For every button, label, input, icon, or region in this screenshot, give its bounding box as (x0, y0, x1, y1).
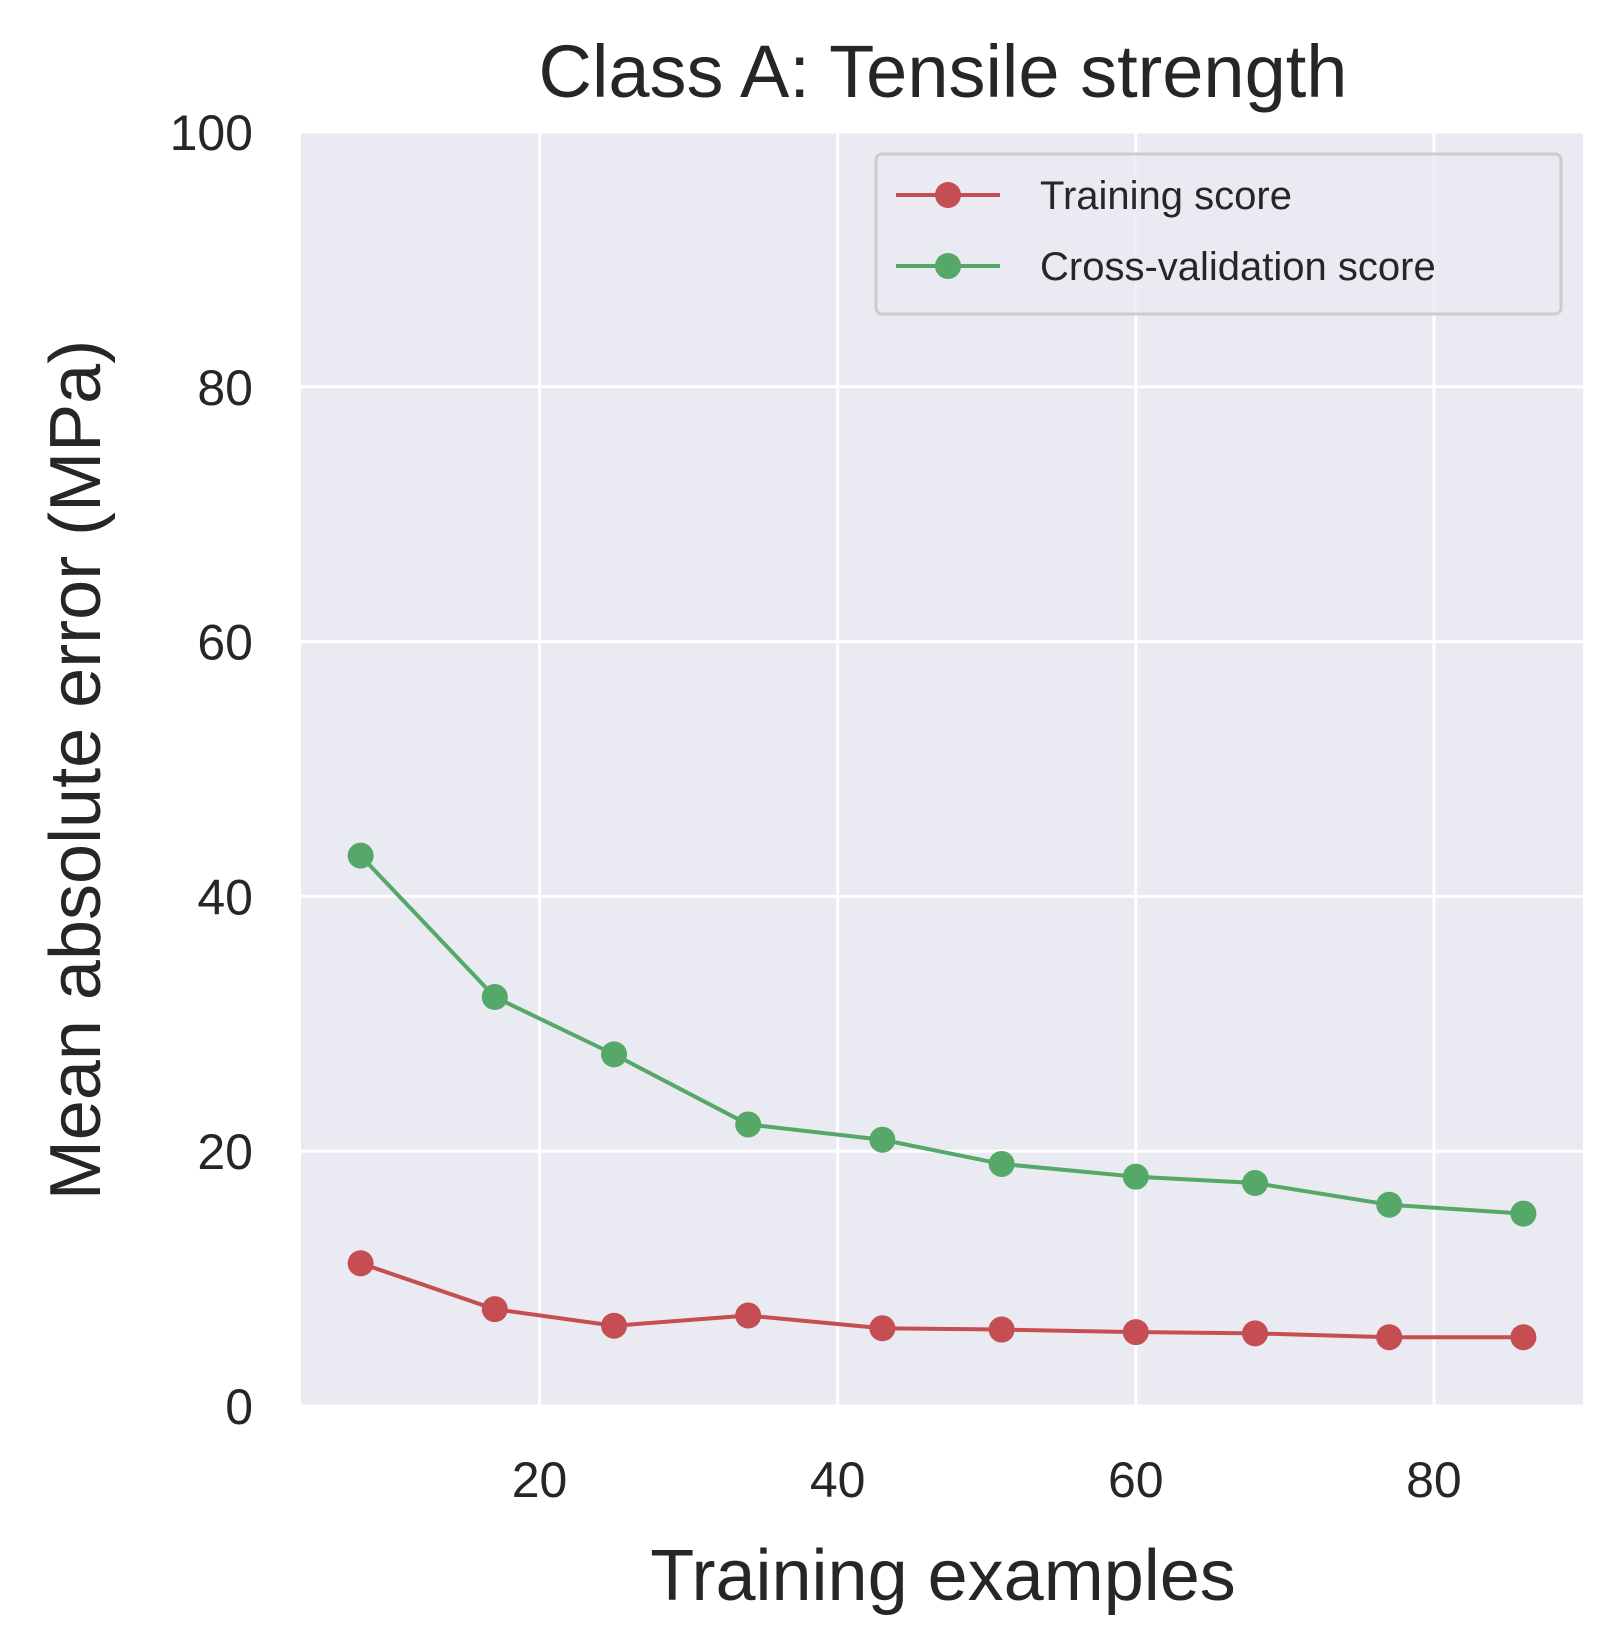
legend-box (874, 152, 1563, 316)
x-tick-labels: 20 40 60 80 (512, 1452, 1462, 1508)
y-tick-labels: 0 20 40 60 80 100 (170, 105, 253, 1435)
x-axis-title: Training examples (650, 1536, 1236, 1616)
y-tick-label: 80 (197, 360, 253, 416)
legend-entry-cross-validation: Cross-validation score (896, 245, 1436, 289)
data-point-cross-validation-score (869, 1126, 896, 1153)
series-line-training-score (359, 1261, 1524, 1340)
data-point-cross-validation-score (481, 984, 508, 1011)
legend-marker-training (935, 182, 961, 208)
legend-label-training: Training score (1040, 174, 1292, 218)
data-point-training-score (869, 1315, 896, 1342)
data-point-training-score (1122, 1319, 1149, 1346)
data-point-training-score (601, 1312, 628, 1339)
data-point-training-score (1510, 1324, 1537, 1351)
series-line-cross-validation-score (359, 854, 1524, 1216)
data-point-training-score (735, 1302, 762, 1329)
series-layer (347, 842, 1537, 1351)
x-tick-label: 20 (512, 1452, 568, 1508)
y-tick-label: 40 (197, 869, 253, 925)
data-point-cross-validation-score (1376, 1191, 1403, 1218)
data-point-training-score (1242, 1320, 1269, 1347)
data-point-cross-validation-score (601, 1041, 628, 1068)
series-training-score (347, 1250, 1537, 1351)
data-point-cross-validation-score (1242, 1170, 1269, 1197)
data-point-cross-validation-score (988, 1150, 1015, 1177)
series-cross-validation-score (347, 842, 1537, 1227)
x-tick-label: 40 (810, 1452, 866, 1508)
plot-area (301, 132, 1583, 1406)
legend-marker-cross-validation (935, 253, 961, 279)
data-point-training-score (481, 1296, 508, 1323)
data-point-training-score (1376, 1324, 1403, 1351)
data-point-training-score (347, 1250, 374, 1277)
y-tick-label: 100 (170, 105, 253, 161)
x-tick-label: 80 (1406, 1452, 1462, 1508)
data-point-cross-validation-score (735, 1111, 762, 1138)
legend: Training score Cross-validation score (874, 152, 1563, 316)
chart-title: Class A: Tensile strength (539, 30, 1348, 113)
legend-entry-training: Training score (896, 174, 1292, 218)
y-axis-title: Mean absolute error (MPa) (36, 340, 116, 1200)
data-point-training-score (988, 1316, 1015, 1343)
legend-label-cross-validation: Cross-validation score (1040, 245, 1436, 289)
data-point-cross-validation-score (1122, 1163, 1149, 1190)
y-tick-label: 0 (225, 1379, 253, 1435)
y-tick-label: 20 (197, 1124, 253, 1180)
data-point-cross-validation-score (1510, 1200, 1537, 1227)
x-tick-label: 60 (1108, 1452, 1164, 1508)
y-tick-label: 60 (197, 615, 253, 671)
data-point-cross-validation-score (347, 842, 374, 869)
